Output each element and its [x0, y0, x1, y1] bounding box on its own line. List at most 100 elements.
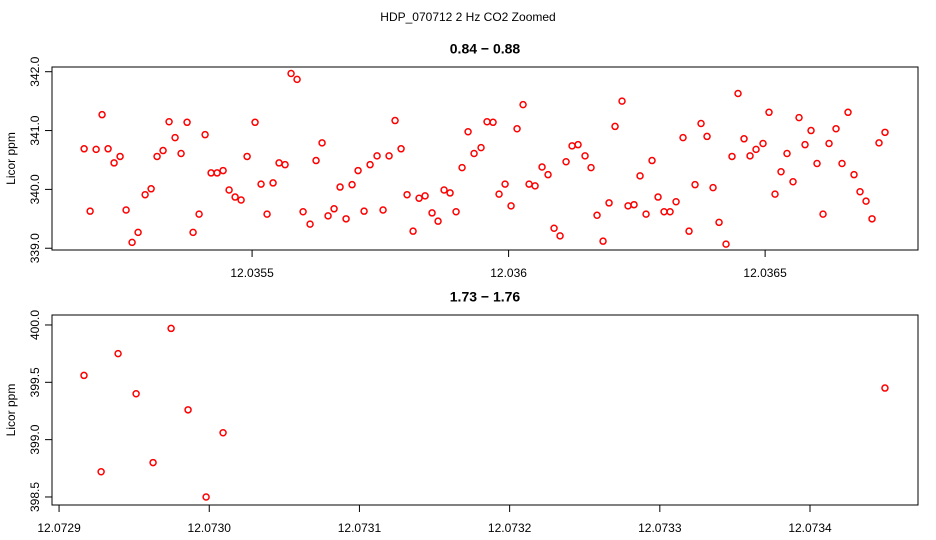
- point: [458, 163, 466, 172]
- point: [428, 209, 436, 217]
- point: [446, 189, 454, 197]
- point: [740, 135, 748, 143]
- point: [777, 167, 785, 176]
- point: [734, 89, 742, 98]
- point: [92, 145, 100, 154]
- point: [269, 179, 277, 187]
- point: [495, 190, 503, 198]
- point: [825, 139, 833, 148]
- x-tick-label: 12.0729: [37, 521, 81, 535]
- point: [397, 145, 405, 153]
- y-tick-label: 341.0: [28, 115, 42, 145]
- point: [501, 180, 509, 188]
- point: [237, 196, 245, 204]
- point: [348, 180, 356, 189]
- point: [98, 110, 106, 119]
- point: [183, 118, 191, 127]
- point: [421, 192, 429, 200]
- point: [318, 139, 326, 147]
- chart-title: 1.73 − 1.76: [450, 289, 521, 305]
- point: [257, 180, 265, 188]
- point: [177, 149, 185, 158]
- y-tick-label: 340.0: [28, 174, 42, 204]
- point: [373, 152, 381, 160]
- x-tick-label: 12.0731: [338, 521, 382, 535]
- point: [116, 152, 124, 161]
- x-tick-label: 12.0355: [230, 266, 274, 280]
- point: [80, 145, 88, 153]
- point: [850, 170, 858, 179]
- point: [213, 169, 221, 177]
- point: [722, 240, 730, 248]
- point: [813, 159, 821, 168]
- plot-box: [51, 314, 919, 506]
- point: [201, 130, 209, 139]
- point: [630, 200, 638, 209]
- point: [263, 210, 271, 218]
- point: [593, 211, 601, 220]
- point: [114, 349, 122, 358]
- point: [838, 159, 846, 168]
- point: [128, 238, 136, 247]
- point: [293, 75, 301, 84]
- point: [691, 180, 699, 189]
- point: [80, 371, 88, 380]
- point: [231, 193, 239, 201]
- point: [324, 212, 332, 220]
- point: [648, 156, 656, 165]
- point: [470, 149, 478, 158]
- x-tick-label: 12.036: [490, 266, 527, 280]
- point: [715, 218, 723, 227]
- point: [219, 166, 227, 175]
- point: [513, 125, 521, 133]
- point: [312, 156, 320, 165]
- point: [556, 232, 564, 240]
- point: [568, 142, 576, 150]
- point: [519, 100, 527, 109]
- point: [379, 206, 387, 214]
- point: [832, 125, 840, 133]
- point: [672, 197, 680, 206]
- point: [538, 163, 546, 171]
- point: [783, 149, 791, 158]
- point: [385, 152, 393, 160]
- point: [153, 152, 161, 161]
- point: [281, 160, 289, 169]
- point: [434, 217, 442, 225]
- point: [141, 190, 149, 199]
- point: [189, 228, 197, 237]
- point: [587, 163, 595, 172]
- point: [225, 186, 233, 194]
- point: [507, 202, 515, 210]
- chart-title: 0.84 − 0.88: [450, 41, 521, 57]
- point: [752, 145, 760, 154]
- point: [599, 237, 607, 245]
- y-axis-label: Licor ppm: [4, 384, 18, 437]
- point: [167, 324, 175, 333]
- point: [171, 133, 179, 142]
- x-tick-label: 12.0732: [488, 521, 532, 535]
- point: [195, 210, 203, 218]
- point: [666, 208, 674, 216]
- point: [531, 182, 539, 190]
- point: [336, 183, 344, 191]
- y-tick-label: 339.0: [28, 233, 42, 263]
- point: [746, 152, 754, 160]
- point: [636, 172, 644, 180]
- point: [86, 207, 94, 215]
- point: [354, 166, 362, 175]
- point: [134, 228, 142, 237]
- point: [709, 183, 717, 192]
- point: [618, 97, 626, 105]
- y-tick-label: 400.0: [28, 310, 42, 340]
- point: [624, 202, 632, 210]
- point: [342, 215, 350, 223]
- point: [104, 145, 112, 153]
- x-tick-label: 12.0733: [638, 521, 682, 535]
- point: [403, 190, 411, 199]
- point: [697, 119, 705, 128]
- y-axis-label: Licor ppm: [4, 132, 18, 185]
- x-tick-label: 12.0734: [788, 521, 832, 535]
- point: [881, 384, 889, 392]
